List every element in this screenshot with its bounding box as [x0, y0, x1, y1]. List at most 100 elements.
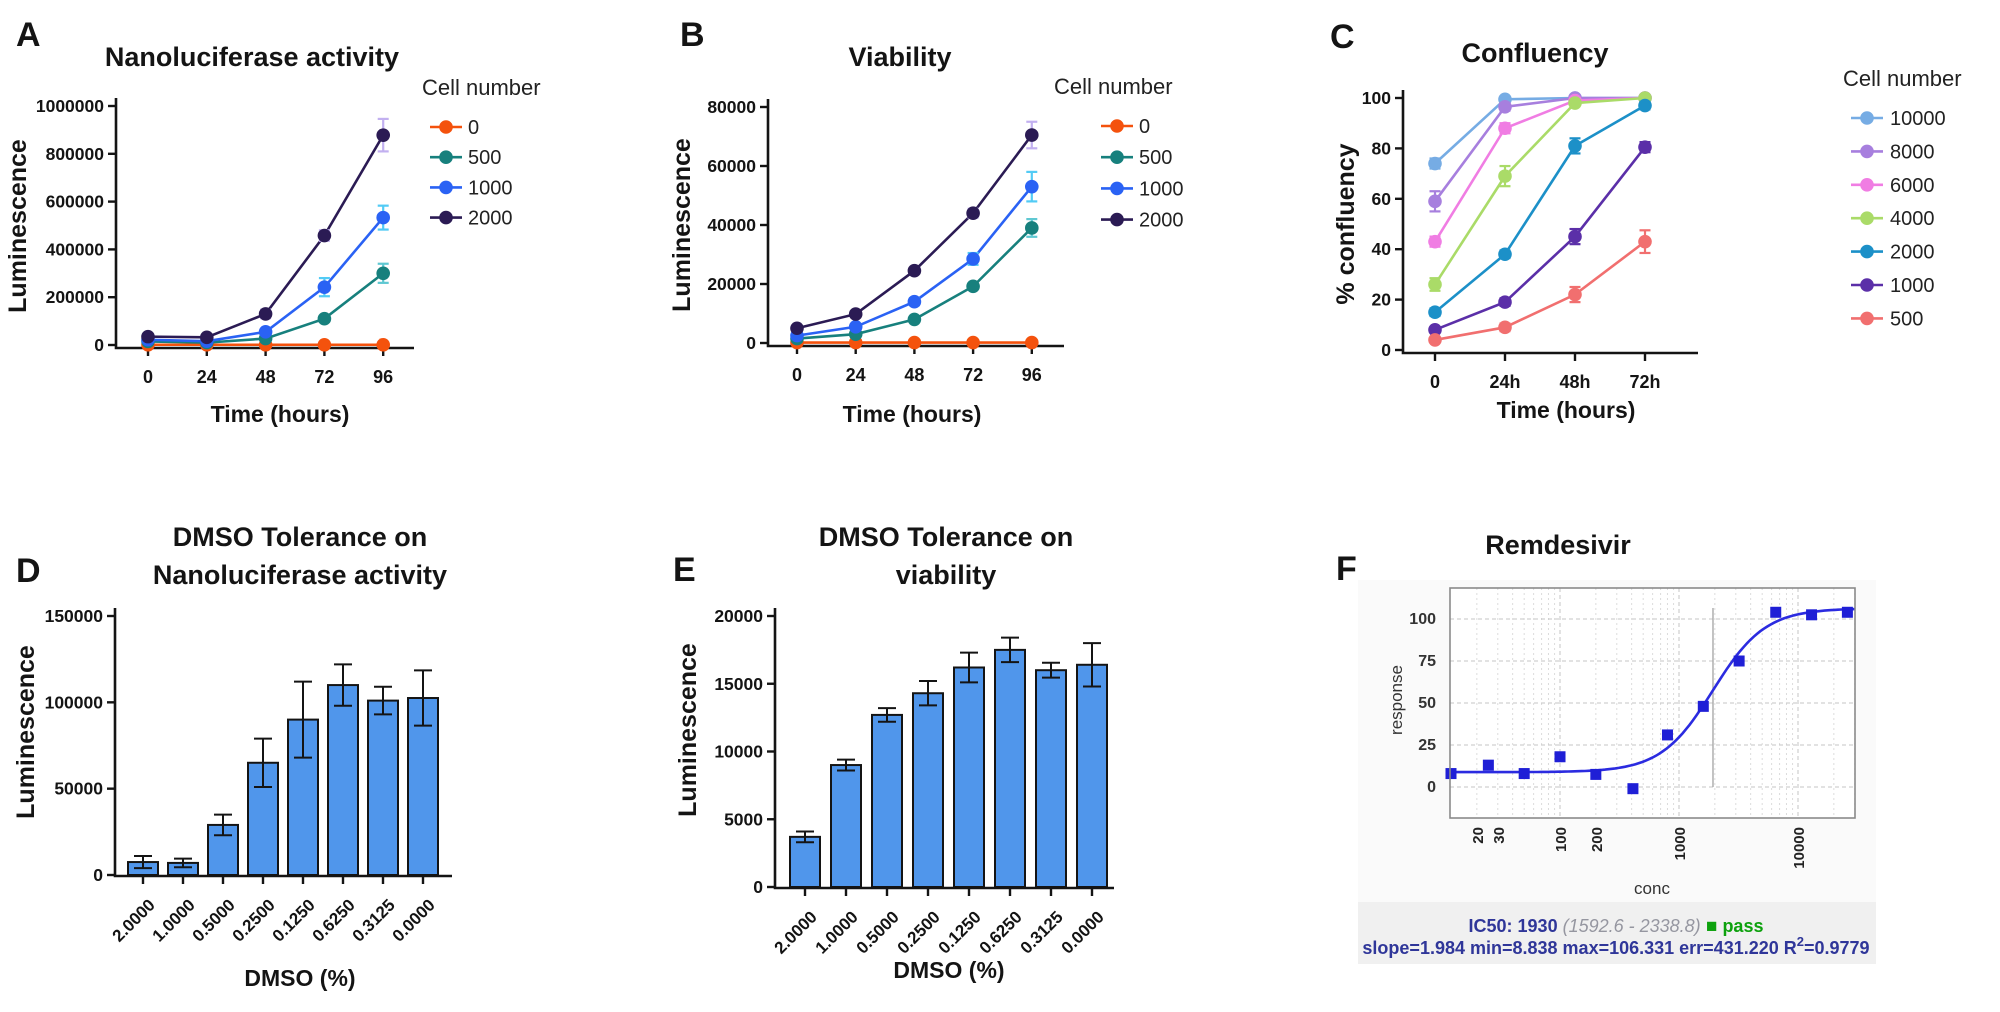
data-point — [1498, 169, 1512, 183]
legend-title: Cell number — [1843, 66, 1962, 91]
data-point — [1841, 606, 1853, 618]
legend-marker — [1860, 111, 1874, 125]
data-point — [1697, 700, 1709, 712]
y-axis-title: % confluency — [1332, 143, 1360, 304]
y-tick-label: 50 — [1418, 695, 1436, 712]
bar — [1035, 669, 1067, 888]
y-tick-label: 100000 — [45, 692, 104, 712]
data-point — [1445, 768, 1457, 780]
ic50-stats-line: IC50: 1930 (1592.6 - 2338.8) ■ pass — [1469, 916, 1764, 937]
panel-label: A — [16, 16, 41, 54]
data-point — [200, 330, 214, 345]
series-line — [147, 216, 385, 343]
panel-label: C — [1330, 18, 1355, 56]
legend-item-label: 1000 — [468, 177, 513, 199]
axes — [1401, 90, 1698, 355]
x-tick-label: 0.3125 — [1017, 907, 1067, 957]
legend-marker — [1110, 150, 1124, 164]
x-tick-label: 96 — [373, 367, 393, 387]
y-tick-label: 0 — [746, 333, 756, 353]
data-point — [907, 294, 922, 309]
data-point — [1638, 98, 1652, 113]
x-tick-label: 72h — [1629, 372, 1660, 392]
bar — [912, 692, 944, 888]
data-point — [1025, 335, 1039, 350]
data-point — [1025, 221, 1039, 235]
series-line — [1433, 96, 1646, 286]
x-tick-label: 20 — [1470, 827, 1487, 844]
chart-title: Viability — [848, 42, 951, 72]
data-point — [1428, 323, 1442, 337]
x-tick-label: 30 — [1491, 827, 1508, 844]
data-point — [1568, 287, 1582, 302]
data-point — [848, 307, 863, 321]
bar — [871, 713, 903, 888]
legend-item-label: 8000 — [1890, 141, 1935, 163]
bar — [407, 697, 439, 876]
series-line — [1434, 240, 1646, 342]
bar — [789, 835, 821, 888]
y-tick-label: 200000 — [46, 287, 105, 307]
legend-marker — [1110, 119, 1124, 133]
series-line — [1434, 146, 1647, 332]
data-point — [1770, 606, 1782, 618]
x-tick-label: 2.0000 — [771, 907, 821, 957]
y-tick-label: 800000 — [46, 144, 105, 164]
chart-title: Nanoluciferase activity — [153, 560, 447, 590]
y-tick-label: 75 — [1418, 653, 1436, 670]
data-point — [317, 280, 332, 294]
data-point — [258, 307, 273, 321]
x-tick-label: 0.5000 — [853, 907, 903, 957]
data-point — [1568, 229, 1582, 244]
data-point — [1733, 655, 1745, 667]
x-tick-label: 100 — [1553, 827, 1570, 852]
axes — [766, 99, 1064, 348]
legend-item-label: 1000 — [1139, 178, 1184, 200]
chart-title: DMSO Tolerance on — [819, 522, 1074, 552]
legend-item-label: 4000 — [1890, 208, 1935, 230]
series-line — [1434, 104, 1646, 314]
y-tick-label: 100 — [1409, 611, 1436, 628]
chart-title: viability — [896, 560, 997, 590]
bar — [830, 764, 862, 888]
y-tick-label: 0 — [93, 865, 103, 885]
data-point — [966, 206, 980, 220]
data-point — [1025, 128, 1039, 142]
x-tick-label: 1.0000 — [812, 907, 862, 957]
legend-item-label: 500 — [1890, 308, 1923, 330]
x-axis-title: conc — [1634, 879, 1670, 898]
x-tick-label: 0.3125 — [349, 895, 399, 945]
x-axis-title: Time (hours) — [1497, 397, 1636, 423]
legend-item-label: 0 — [1139, 116, 1150, 138]
data-point — [1498, 100, 1512, 114]
x-tick-label: 96 — [1022, 365, 1042, 385]
data-point — [1806, 609, 1818, 621]
data-point — [1590, 768, 1602, 780]
stats-strip — [1358, 902, 1876, 964]
x-tick-label: 24h — [1489, 372, 1520, 392]
chart-title: Nanoluciferase activity — [105, 42, 399, 72]
y-tick-label: 1000000 — [36, 96, 104, 116]
y-tick-label: 0 — [94, 335, 104, 355]
x-axis-title: Time (hours) — [843, 401, 982, 427]
axes — [114, 98, 414, 350]
x-tick-label: 1000 — [1672, 827, 1689, 860]
data-point — [141, 329, 155, 344]
data-point — [376, 337, 391, 352]
x-tick-label: 0 — [1430, 372, 1440, 392]
data-point — [966, 279, 980, 294]
legend-marker — [439, 210, 453, 225]
legend-item-label: 10000 — [1890, 108, 1946, 130]
bar — [1076, 663, 1108, 888]
legend-item-label: 6000 — [1890, 175, 1935, 197]
x-tick-label: 10000 — [1791, 827, 1808, 869]
legend-marker — [439, 120, 453, 134]
data-point — [790, 321, 804, 336]
legend-item-label: 2000 — [468, 208, 513, 230]
y-tick-label: 5000 — [724, 809, 763, 829]
data-point — [848, 319, 863, 334]
x-tick-label: 2.0000 — [109, 895, 159, 945]
y-axis-title: Luminescence — [4, 139, 32, 313]
legend-marker — [1860, 244, 1874, 259]
